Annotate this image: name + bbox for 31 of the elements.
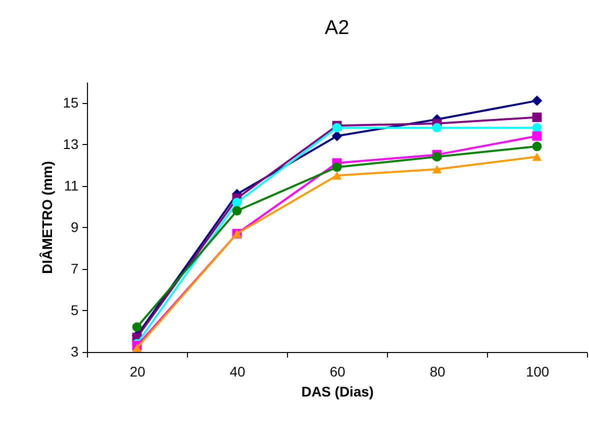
y-tick-label: 3 (70, 344, 79, 360)
point (432, 165, 442, 174)
y-tick-label: 11 (64, 177, 79, 194)
point (232, 206, 242, 216)
y-tick-label: 9 (70, 218, 79, 235)
chart-title: A2 (324, 17, 350, 39)
point (132, 322, 142, 332)
point (132, 344, 142, 352)
point (232, 198, 242, 208)
point (532, 122, 542, 132)
point (532, 142, 542, 152)
point (432, 152, 442, 162)
y-axis-title: DIÂMETRO (mm) (38, 161, 55, 274)
point (432, 122, 442, 132)
y-tick-label: 5 (70, 302, 79, 318)
point (532, 95, 542, 106)
x-tick-label: 100 (526, 364, 550, 380)
point (332, 162, 342, 172)
x-tick-label: 80 (430, 364, 446, 380)
point (332, 171, 342, 180)
y-tick-label: 13 (62, 136, 79, 152)
point (532, 131, 542, 141)
y-tick-label: 15 (62, 94, 79, 110)
x-tick-label: 60 (330, 364, 346, 380)
x-axis-title: DAS (Dias) (301, 384, 374, 400)
y-tick-label: 7 (70, 260, 79, 276)
x-tick-label: 20 (130, 364, 146, 380)
x-tick-label: 40 (230, 364, 246, 380)
point (532, 152, 542, 161)
point (332, 130, 342, 142)
point (532, 112, 542, 122)
